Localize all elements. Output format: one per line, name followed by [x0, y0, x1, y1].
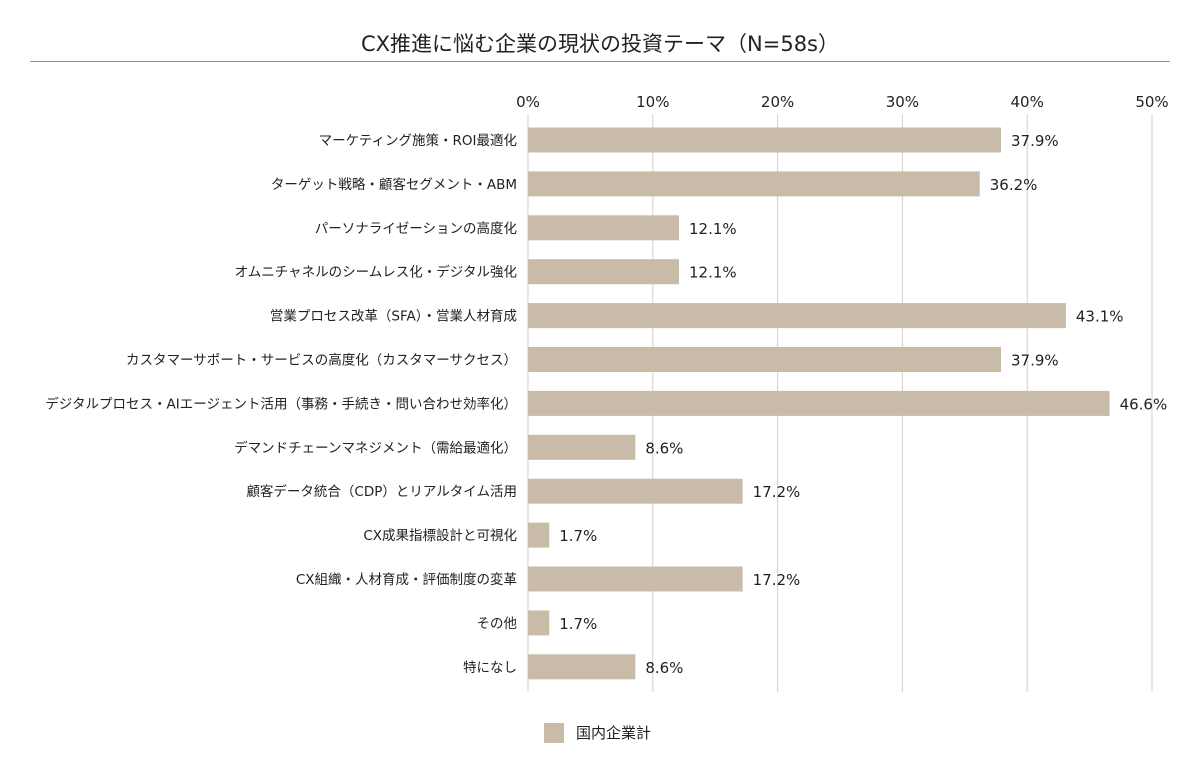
category-label: CX成果指標設計と可視化 — [363, 528, 517, 544]
category-label: 特になし — [463, 660, 517, 676]
value-label: 8.6% — [645, 439, 683, 457]
value-label: 8.6% — [645, 659, 683, 677]
category-label: マーケティング施策・ROI最適化 — [319, 132, 517, 149]
category-label: オムニチャネルのシームレス化・デジタル強化 — [235, 264, 517, 281]
bar — [528, 566, 743, 592]
value-label: 17.2% — [753, 483, 801, 501]
legend: 国内企業計 — [544, 722, 651, 743]
bar — [528, 434, 636, 460]
bar — [528, 215, 680, 241]
x-tick-label: 20% — [761, 93, 794, 111]
value-label: 1.7% — [559, 615, 597, 633]
category-label: デマンドチェーンマネジメント（需給最適化） — [234, 439, 517, 456]
x-tick-label: 10% — [636, 93, 669, 111]
category-label: デジタルプロセス・AIエージェント活用（事務・手続き・問い合わせ効率化） — [45, 395, 517, 412]
category-label: 顧客データ統合（CDP）とリアルタイム活用 — [246, 483, 517, 500]
bar — [528, 259, 680, 285]
x-tick-label: 40% — [1011, 93, 1044, 111]
category-label: その他 — [477, 616, 518, 632]
legend-swatch — [544, 722, 564, 743]
x-tick-label: 0% — [516, 93, 540, 111]
value-label: 12.1% — [689, 220, 737, 238]
category-label: 営業プロセス改革（SFA）・営業人材育成 — [270, 309, 517, 325]
value-label: 17.2% — [753, 571, 801, 589]
value-label: 12.1% — [689, 264, 737, 282]
value-label: 43.1% — [1076, 308, 1124, 326]
chart-title: CX推進に悩む企業の現状の投資テーマ（N=58s） — [360, 32, 839, 56]
bar — [528, 347, 1001, 372]
category-label: ターゲット戦略・顧客セグメント・ABM — [271, 176, 517, 193]
category-label: CX組織・人材育成・評価制度の変革 — [296, 571, 517, 588]
title-divider — [30, 61, 1170, 62]
value-label: 37.9% — [1011, 352, 1059, 370]
x-tick-label: 30% — [886, 93, 919, 111]
bar — [528, 478, 743, 504]
bar — [528, 522, 550, 548]
value-label: 36.2% — [990, 176, 1038, 194]
bar — [528, 654, 636, 680]
bar — [528, 390, 1110, 416]
category-label: パーソナライゼーションの高度化 — [315, 220, 517, 237]
value-label: 37.9% — [1011, 132, 1059, 150]
bar — [528, 303, 1066, 329]
bar — [528, 127, 1001, 153]
value-label: 46.6% — [1120, 395, 1168, 413]
value-label: 1.7% — [559, 527, 597, 545]
bar — [528, 171, 980, 197]
bar — [528, 610, 550, 636]
legend-label: 国内企業計 — [576, 724, 652, 742]
x-tick-label: 50% — [1135, 93, 1168, 111]
category-label: カスタマーサポート・サービスの高度化（カスタマーサクセス） — [126, 352, 517, 369]
